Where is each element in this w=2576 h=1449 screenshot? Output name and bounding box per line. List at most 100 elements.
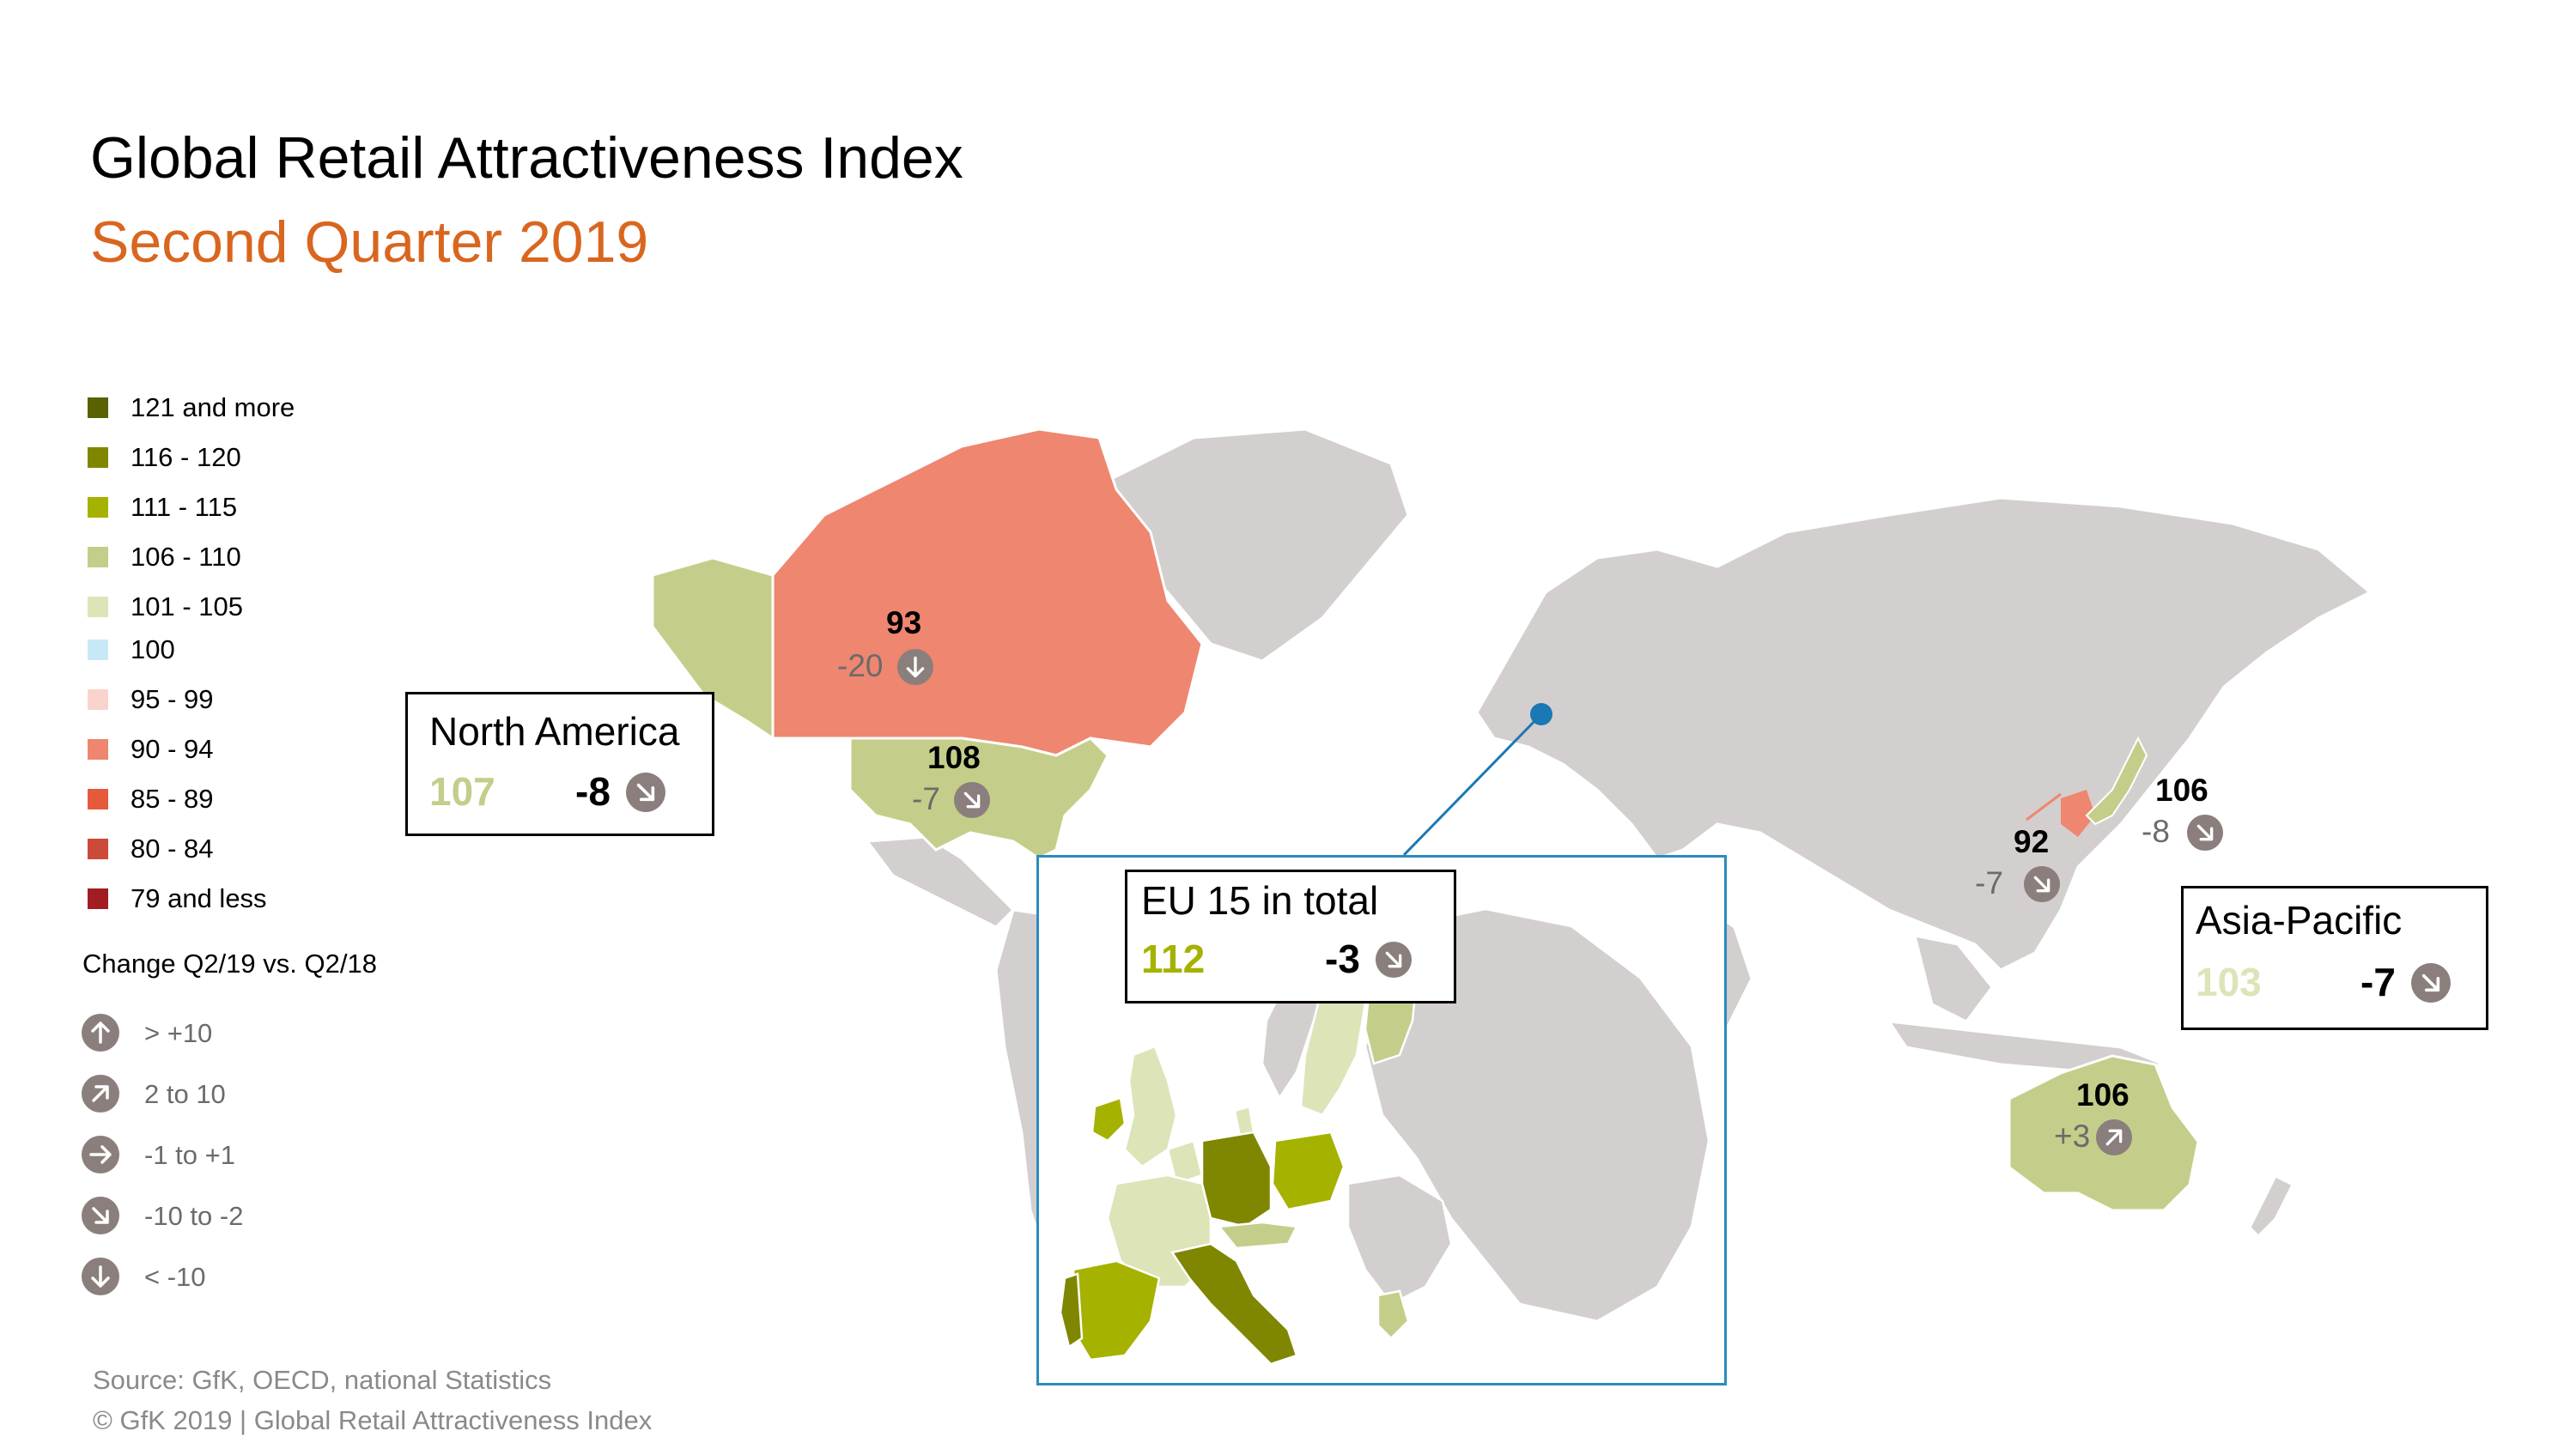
region-change: -8 <box>575 769 611 814</box>
legend-swatch <box>88 640 108 660</box>
new-zealand-shape <box>2248 1173 2295 1239</box>
austria-shape <box>1217 1221 1298 1250</box>
usa-value: 108 <box>927 740 981 775</box>
legend-swatch <box>88 597 108 617</box>
legend-swatch <box>88 888 108 909</box>
australia-change: +3 <box>2054 1119 2091 1154</box>
asia-pacific-box: Asia-Pacific 103 -7 <box>2181 886 2488 1030</box>
legend-item-95-99: 95 - 99 <box>86 682 447 732</box>
china-change: -7 <box>1975 865 2003 900</box>
germany-shape <box>1200 1131 1273 1228</box>
region-value: 103 <box>2196 960 2262 1004</box>
arrow-down-right-icon <box>2410 962 2451 1003</box>
legend-item-90-94: 90 - 94 <box>86 732 447 782</box>
legend-label: 85 - 89 <box>131 784 214 814</box>
legend-label: 80 - 84 <box>131 834 214 864</box>
north-america-box: North America 107 -8 <box>405 692 714 836</box>
arrow-down-right-icon <box>2023 865 2061 903</box>
legend-item-79-less: 79 and less <box>86 882 447 931</box>
page-subtitle: Second Quarter 2019 <box>90 209 649 275</box>
italy-shape <box>1170 1242 1298 1366</box>
poland-shape <box>1271 1131 1346 1211</box>
region-value: 112 <box>1141 937 1206 981</box>
japan-shape <box>2085 736 2148 826</box>
legend-swatch <box>88 689 108 710</box>
change-label: -10 to -2 <box>144 1201 244 1231</box>
japan-value: 106 <box>2155 773 2208 808</box>
uk-shape <box>1123 1045 1178 1168</box>
china-coast-shape <box>2061 790 2095 837</box>
copyright-note: © GfK 2019 | Global Retail Attractivenes… <box>93 1405 653 1435</box>
balkans-shape <box>1346 1173 1453 1306</box>
legend-label: 101 - 105 <box>131 591 243 621</box>
change-label: 2 to 10 <box>144 1079 226 1109</box>
arrow-down-right-icon <box>625 772 666 813</box>
legend-swatch <box>88 839 108 859</box>
legend-item-85-89: 85 - 89 <box>86 782 447 832</box>
southeast-asia-shape <box>1912 934 1994 1023</box>
legend-item-111-115: 111 - 115 <box>86 490 447 540</box>
region-name: EU 15 in total <box>1141 878 1379 923</box>
europe-marker <box>1530 703 1552 725</box>
legend-label: 111 - 115 <box>131 492 238 522</box>
australia-value: 106 <box>2076 1077 2129 1113</box>
legend-swatch <box>88 497 108 518</box>
arrow-up-right-icon <box>81 1074 120 1113</box>
region-name: North America <box>429 709 680 754</box>
alaska-shape <box>651 556 775 741</box>
eu15-box: EU 15 in total 112 -3 <box>1125 870 1456 1003</box>
region-change: -3 <box>1325 937 1360 981</box>
region-change: -7 <box>2360 960 2396 1004</box>
china-pointer-line <box>2026 792 2062 822</box>
arrow-up-icon <box>81 1013 120 1052</box>
region-value: 107 <box>429 769 495 814</box>
source-note: Source: GfK, OECD, national Statistics <box>93 1365 552 1395</box>
europe-connector-line <box>1402 712 1543 857</box>
legend-swatch <box>88 397 108 418</box>
spain-shape <box>1072 1259 1161 1361</box>
legend-item-106-110: 106 - 110 <box>86 540 447 590</box>
ireland-shape <box>1091 1096 1127 1143</box>
arrow-down-right-icon <box>81 1196 120 1235</box>
page-title: Global Retail Attractiveness Index <box>90 125 963 191</box>
arrow-down-right-icon <box>953 781 991 819</box>
legend-item-101-105: 101 - 105 <box>86 590 447 633</box>
legend-item-80-84: 80 - 84 <box>86 832 447 882</box>
change-label: < -10 <box>144 1262 206 1292</box>
arrow-down-right-icon <box>2186 814 2224 852</box>
legend-swatch <box>88 447 108 468</box>
legend-label: 95 - 99 <box>131 684 214 714</box>
region-name: Asia-Pacific <box>2196 898 2403 943</box>
legend-label: 106 - 110 <box>131 542 241 572</box>
europe-inset: EU 15 in total 112 -3 <box>1036 855 1727 1385</box>
index-legend: 121 and more 116 - 120 111 - 115 106 - 1… <box>86 391 447 931</box>
legend-label: 121 and more <box>131 392 295 422</box>
legend-item-100: 100 <box>86 633 447 682</box>
canada-value: 93 <box>886 605 922 640</box>
arrow-down-icon <box>81 1257 120 1296</box>
mexico-shape <box>865 835 1016 929</box>
change-label: -1 to +1 <box>144 1140 235 1170</box>
legend-label: 100 <box>131 634 175 664</box>
china-value: 92 <box>2014 824 2050 859</box>
usa-change: -7 <box>912 781 940 816</box>
japan-change: -8 <box>2142 814 2170 849</box>
greece-shape <box>1376 1289 1410 1340</box>
arrow-up-right-icon <box>2095 1119 2133 1156</box>
canada-change: -20 <box>837 648 884 683</box>
change-legend-title: Change Q2/19 vs. Q2/18 <box>82 949 377 979</box>
arrow-down-right-icon <box>1375 941 1413 979</box>
change-label: > +10 <box>144 1018 213 1048</box>
indonesia-shape <box>1886 1020 2169 1075</box>
legend-item-121-plus: 121 and more <box>86 391 447 440</box>
legend-swatch <box>88 739 108 760</box>
eastern-europe-shape <box>1364 907 1710 1323</box>
legend-swatch <box>88 789 108 809</box>
legend-label: 90 - 94 <box>131 734 214 764</box>
portugal-shape <box>1059 1272 1084 1349</box>
legend-label: 79 and less <box>131 883 267 913</box>
legend-swatch <box>88 547 108 567</box>
arrow-right-icon <box>81 1135 120 1174</box>
arrow-down-icon <box>896 648 934 686</box>
legend-item-116-120: 116 - 120 <box>86 440 447 490</box>
